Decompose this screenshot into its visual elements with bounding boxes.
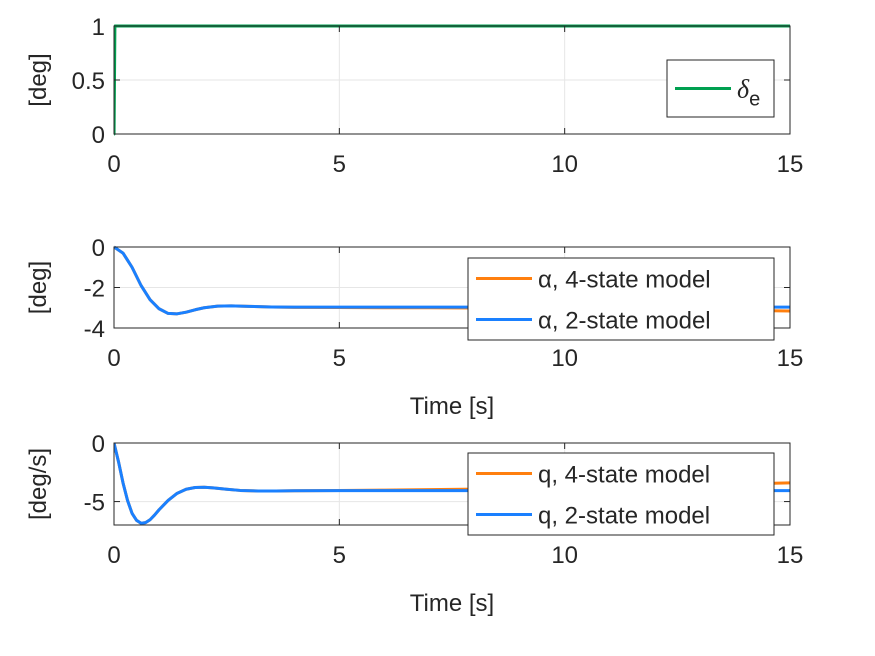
y-tick-label: 0: [92, 431, 105, 458]
x-tick-label: 0: [107, 542, 120, 569]
x-tick-label: 15: [777, 345, 804, 372]
x-tick-label: 10: [551, 151, 578, 178]
y-axis-label: [deg]: [25, 53, 52, 106]
y-tick-label: 0: [92, 122, 105, 149]
x-tick-label: 5: [333, 542, 346, 569]
legend-label: q, 2-state model: [538, 503, 710, 530]
x-tick-label: 5: [333, 345, 346, 372]
y-tick-label: -4: [84, 316, 105, 343]
x-tick-label: 0: [107, 345, 120, 372]
subplot-3: 0 5 10 15-50[deg/s]Time [s]q, 4-state model…: [25, 431, 803, 617]
y-axis-label: [deg]: [25, 261, 52, 314]
x-tick-label: 0: [107, 151, 120, 178]
x-tick-label: 10: [551, 542, 578, 569]
x-axis-label: Time [s]: [410, 393, 494, 420]
x-axis-label: Time [s]: [410, 590, 494, 617]
legend-label: α, 2-state model: [538, 308, 711, 335]
x-tick-label: 15: [777, 151, 804, 178]
legend: q, 4-state model q, 2-state model: [468, 453, 774, 535]
legend: α, 4-state model α, 2-state model: [468, 258, 774, 340]
y-axis-label: [deg/s]: [25, 448, 52, 520]
x-tick-label: 10: [551, 345, 578, 372]
y-tick-label: 1: [92, 14, 105, 41]
y-tick-label: -5: [84, 490, 105, 517]
subplot-2: 0 5 10 15 -4 -2 0 [deg] Time [s] α, 4-state model…: [25, 235, 803, 420]
legend-label: q, 4-state model: [538, 462, 710, 489]
y-tick-label: 0: [92, 235, 105, 262]
legend: δe: [667, 60, 774, 117]
subplot-1: 0 5 10 15 0 0.5 1 [deg] δe: [25, 14, 803, 178]
legend-label-main: δ: [737, 75, 750, 104]
legend-label-subscript: e: [749, 89, 760, 111]
x-tick-label: 15: [777, 542, 804, 569]
legend-label: α, 4-state model: [538, 267, 711, 294]
y-tick-label: -2: [84, 276, 105, 303]
x-tick-label: 5: [333, 151, 346, 178]
y-tick-label: 0.5: [72, 68, 105, 95]
